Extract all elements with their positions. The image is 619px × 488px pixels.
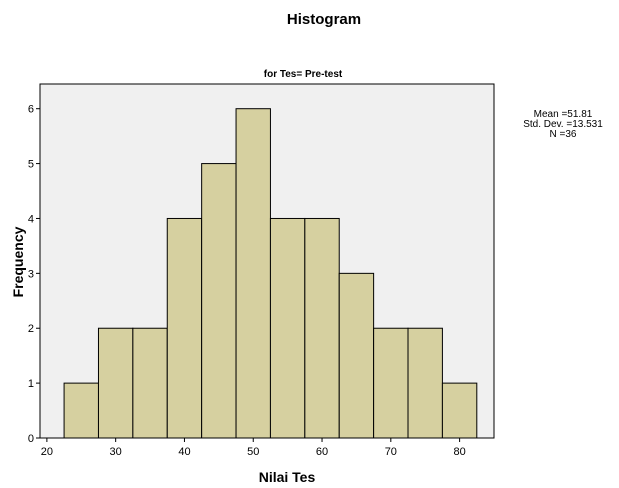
chart-title: Histogram [287,11,361,28]
y-axis-label: Frequency [10,226,26,297]
y-axis: 0 1 2 3 4 5 6 [28,104,40,445]
y-tick-label: 5 [28,159,34,171]
stats-n: N =36 [550,129,577,140]
y-tick-label: 0 [28,433,34,445]
x-tick-label: 70 [385,446,397,458]
histogram-bar [304,217,340,439]
y-tick-label: 6 [28,104,34,116]
x-tick-label: 80 [453,446,465,458]
bars-group [63,108,478,439]
histogram-bar [97,327,134,439]
stats-std-dev: Std. Dev. =13.531 [523,119,603,130]
chart-subtitle: for Tes= Pre-test [264,69,343,80]
x-tick-label: 60 [316,446,328,458]
x-tick-label: 50 [247,446,259,458]
y-tick-label: 1 [28,378,34,390]
x-tick-label: 40 [178,446,190,458]
x-tick-label: 30 [110,446,122,458]
histogram-bar [373,327,409,439]
histogram-bar [235,108,271,439]
stats-mean: Mean =51.81 [534,109,593,120]
stats-box: Mean =51.81 Std. Dev. =13.531 N =36 [523,109,603,140]
histogram-bar [338,272,375,439]
x-axis-label: Nilai Tes [259,469,316,485]
histogram-bar [166,217,203,439]
histogram-bar [132,327,168,439]
y-tick-label: 2 [28,323,34,335]
histogram-bar [269,217,306,439]
histogram-bar [63,382,99,439]
y-tick-label: 4 [28,213,34,225]
histogram-bar [201,163,237,439]
x-tick-label: 20 [41,446,53,458]
histogram-bar [441,382,478,439]
histogram-bar [407,327,443,439]
x-axis: 20 30 40 50 60 70 80 [41,438,466,458]
y-tick-label: 3 [28,268,34,280]
